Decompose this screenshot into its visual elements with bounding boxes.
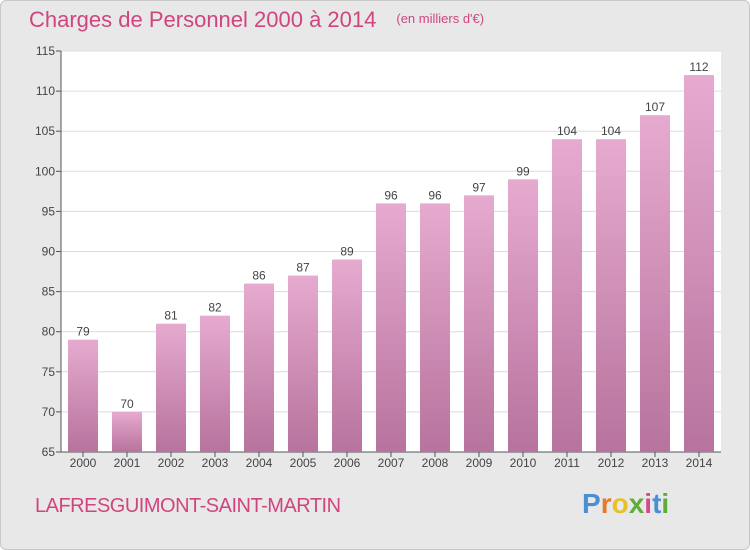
y-tick-label: 105 bbox=[35, 124, 55, 138]
data-label: 112 bbox=[689, 60, 708, 74]
bar bbox=[508, 179, 538, 452]
data-label: 104 bbox=[601, 124, 621, 138]
y-tick-label: 115 bbox=[36, 44, 55, 58]
bar bbox=[200, 315, 230, 452]
logo-letter: x bbox=[628, 488, 645, 519]
x-tick-label: 2001 bbox=[114, 456, 141, 470]
x-tick-label: 2007 bbox=[378, 456, 405, 470]
bar bbox=[464, 195, 494, 453]
logo-letter: o bbox=[611, 488, 629, 519]
bar bbox=[552, 139, 582, 452]
logo-letter: i bbox=[661, 488, 670, 519]
logo-letter: i bbox=[644, 488, 653, 519]
data-label: 86 bbox=[252, 269, 266, 283]
x-tick-label: 2012 bbox=[598, 456, 625, 470]
x-tick-label: 2013 bbox=[642, 456, 669, 470]
bar bbox=[376, 203, 406, 452]
data-label: 87 bbox=[296, 261, 310, 275]
x-tick-label: 2002 bbox=[158, 456, 185, 470]
x-tick-label: 2005 bbox=[290, 456, 317, 470]
bar bbox=[640, 115, 670, 452]
y-tick-label: 90 bbox=[42, 245, 56, 259]
city-name: LAFRESGUIMONT-SAINT-MARTIN bbox=[35, 495, 341, 517]
data-label: 89 bbox=[340, 245, 354, 259]
bar bbox=[332, 259, 362, 452]
data-label: 97 bbox=[472, 180, 486, 194]
bar bbox=[596, 139, 626, 452]
x-tick-label: 2000 bbox=[70, 456, 97, 470]
y-tick-label: 65 bbox=[42, 445, 56, 459]
bar bbox=[420, 203, 450, 452]
x-tick-label: 2003 bbox=[202, 456, 229, 470]
logo-letter: P bbox=[582, 488, 601, 519]
data-label: 82 bbox=[208, 301, 222, 315]
chart-title: Charges de Personnel 2000 à 2014 (en mill… bbox=[29, 7, 484, 33]
data-label: 107 bbox=[645, 100, 665, 114]
x-tick-label: 2009 bbox=[466, 456, 493, 470]
proxiti-logo: Proxiti bbox=[582, 488, 669, 520]
data-label: 96 bbox=[428, 188, 442, 202]
y-tick-label: 95 bbox=[42, 204, 56, 218]
data-label: 70 bbox=[120, 397, 134, 411]
x-tick-label: 2008 bbox=[422, 456, 449, 470]
x-tick-label: 2014 bbox=[686, 456, 713, 470]
bar bbox=[112, 411, 142, 452]
chart-title-text: Charges de Personnel 2000 à 2014 bbox=[29, 7, 377, 32]
x-tick-label: 2011 bbox=[554, 456, 580, 470]
y-tick-label: 100 bbox=[35, 164, 55, 178]
x-tick-label: 2010 bbox=[510, 456, 537, 470]
data-label: 81 bbox=[164, 309, 178, 323]
x-tick-label: 2004 bbox=[246, 456, 273, 470]
logo-letter: t bbox=[652, 488, 662, 519]
y-tick-label: 75 bbox=[42, 365, 56, 379]
data-label: 99 bbox=[516, 164, 530, 178]
data-label: 104 bbox=[557, 124, 577, 138]
bar bbox=[288, 275, 318, 452]
bar bbox=[156, 323, 186, 452]
bar bbox=[244, 283, 274, 452]
y-tick-label: 110 bbox=[36, 84, 55, 98]
bar bbox=[684, 75, 714, 452]
x-tick-label: 2006 bbox=[334, 456, 361, 470]
chart-unit: (en milliers d'€) bbox=[396, 11, 485, 26]
bar bbox=[68, 339, 98, 452]
y-tick-label: 80 bbox=[42, 325, 56, 339]
data-label: 96 bbox=[384, 188, 398, 202]
data-label: 79 bbox=[76, 325, 90, 339]
y-tick-label: 70 bbox=[42, 405, 56, 419]
logo-letter: r bbox=[600, 488, 612, 519]
y-tick-label: 85 bbox=[42, 285, 56, 299]
